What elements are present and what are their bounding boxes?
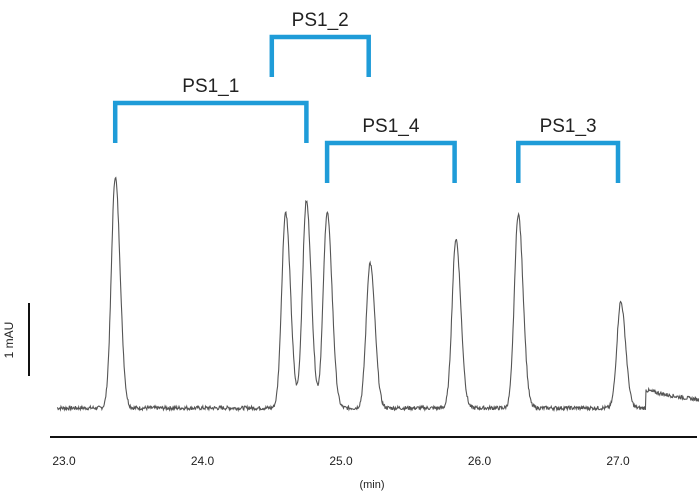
group-label: PS1_4 <box>362 116 419 137</box>
x-tick-label: 24.0 <box>191 454 215 468</box>
group-bracket <box>324 140 457 183</box>
group-bracket <box>112 100 309 143</box>
x-tick-labels: 23.0 24.0 25.0 26.0 27.0 <box>52 454 630 468</box>
x-tick-label: 26.0 <box>468 454 492 468</box>
y-scale-bar-label: 1 mAU <box>2 322 16 359</box>
x-tick-label: 23.0 <box>52 454 76 468</box>
x-tick-label: 27.0 <box>606 454 630 468</box>
x-axis-label: (min) <box>359 479 384 491</box>
x-tick-label: 25.0 <box>329 454 353 468</box>
group-bracket <box>516 140 621 183</box>
group-label: PS1_3 <box>540 116 597 137</box>
group-label: PS1_1 <box>182 76 239 97</box>
peak-group-brackets: PS1_1 PS1_2 PS1_4 PS1_3 <box>112 10 621 183</box>
chromatogram-trace <box>56 176 699 413</box>
group-label: PS1_2 <box>292 10 349 31</box>
group-bracket <box>269 34 371 77</box>
